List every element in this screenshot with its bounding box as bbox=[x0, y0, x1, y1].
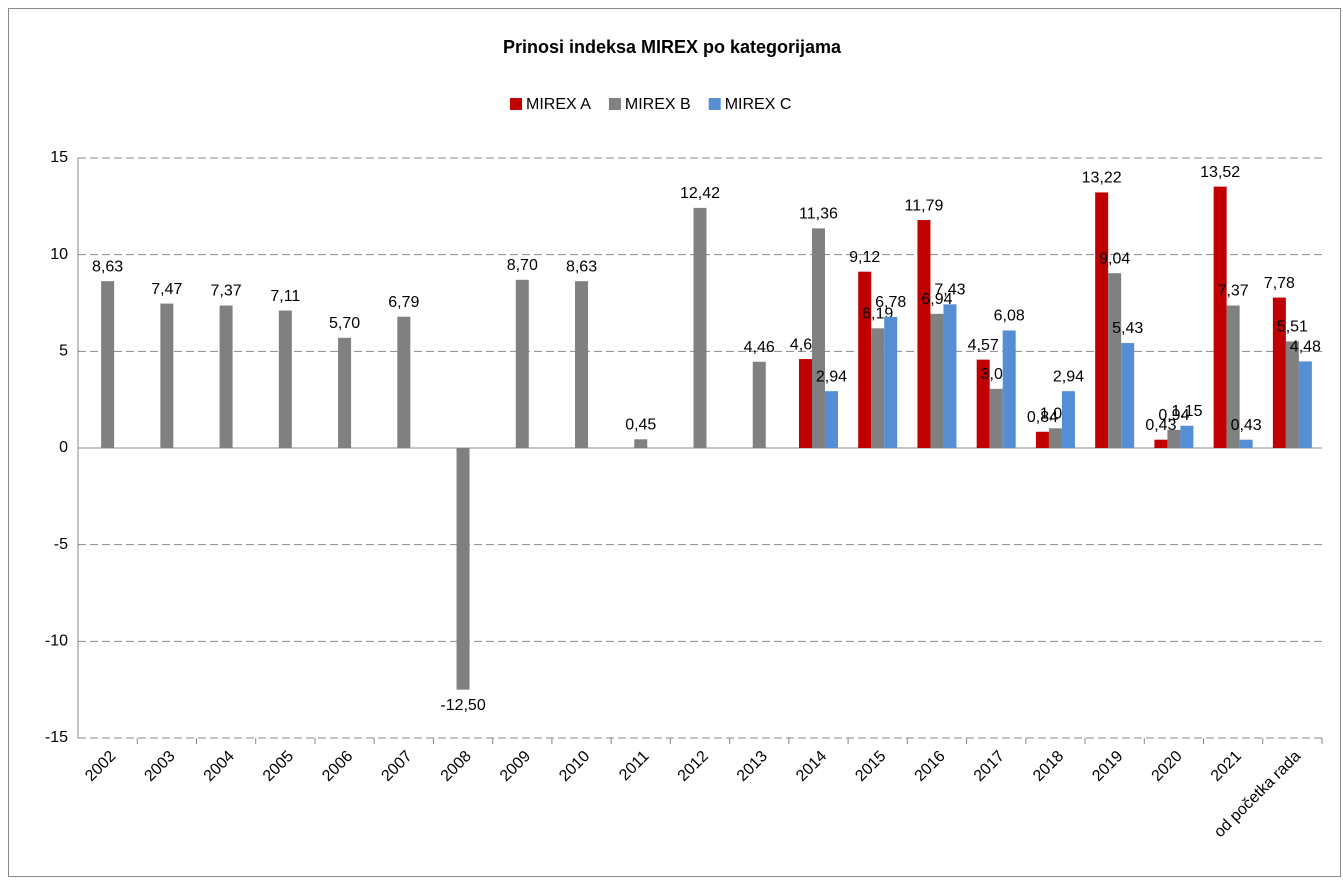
bar bbox=[811, 228, 825, 448]
bar bbox=[278, 310, 292, 448]
data-label: 8,63 bbox=[92, 258, 123, 275]
data-label: 0,43 bbox=[1145, 417, 1176, 434]
bar bbox=[917, 220, 931, 448]
data-label: 7,43 bbox=[934, 282, 965, 299]
bar bbox=[1048, 428, 1062, 448]
data-label: 7,11 bbox=[270, 288, 300, 305]
data-label: 6,08 bbox=[994, 308, 1025, 325]
bar bbox=[1239, 439, 1253, 448]
data-label: 6,79 bbox=[388, 294, 419, 311]
bar bbox=[397, 316, 411, 448]
data-label: 2,94 bbox=[1053, 368, 1084, 385]
data-label: 7,78 bbox=[1264, 275, 1295, 292]
bar bbox=[1002, 330, 1016, 448]
bar bbox=[1272, 297, 1286, 448]
data-label: 4,46 bbox=[744, 339, 775, 356]
data-label: 7,47 bbox=[151, 281, 182, 298]
bar bbox=[824, 391, 838, 448]
bar bbox=[1167, 429, 1181, 448]
data-label: 0,43 bbox=[1231, 417, 1262, 434]
bar bbox=[575, 281, 589, 448]
bar bbox=[1121, 343, 1135, 448]
bar bbox=[1180, 425, 1194, 448]
legend-swatch bbox=[510, 98, 522, 110]
data-label: 0,84 bbox=[1027, 409, 1058, 426]
data-label: 6,78 bbox=[875, 294, 906, 311]
data-label: 9,04 bbox=[1099, 250, 1130, 267]
bar bbox=[884, 316, 898, 448]
bar bbox=[1154, 439, 1168, 448]
data-label: 2,94 bbox=[816, 368, 847, 385]
bar bbox=[871, 328, 885, 448]
data-label: 4,48 bbox=[1290, 339, 1321, 356]
bar bbox=[1108, 273, 1122, 448]
data-label: 13,52 bbox=[1200, 164, 1240, 181]
data-label: 0,45 bbox=[625, 417, 656, 434]
bar bbox=[1035, 431, 1049, 448]
data-label: 9,12 bbox=[849, 249, 880, 266]
data-label: 1,15 bbox=[1171, 403, 1202, 420]
bar bbox=[1095, 192, 1109, 448]
data-label: 11,79 bbox=[905, 197, 944, 214]
data-label: 8,63 bbox=[566, 258, 597, 275]
data-label: 5,51 bbox=[1277, 319, 1308, 336]
bar bbox=[219, 305, 233, 448]
bar bbox=[101, 281, 115, 448]
data-label: 4,57 bbox=[968, 337, 999, 354]
data-label: 7,37 bbox=[1218, 283, 1249, 300]
y-tick-label: -5 bbox=[54, 536, 68, 553]
y-tick-label: 15 bbox=[50, 149, 68, 166]
bar bbox=[752, 361, 766, 448]
legend-swatch bbox=[608, 98, 621, 110]
bar bbox=[634, 439, 648, 448]
bar bbox=[930, 313, 944, 448]
y-tick-label: -15 bbox=[45, 729, 68, 746]
bar bbox=[693, 207, 707, 448]
data-label: 6,94 bbox=[921, 291, 952, 308]
y-tick-label: 5 bbox=[59, 343, 68, 360]
legend-label: MIREX A bbox=[526, 96, 591, 113]
bar bbox=[943, 304, 957, 448]
bar bbox=[1226, 305, 1240, 448]
bar bbox=[989, 388, 1003, 448]
chart-border bbox=[8, 8, 1341, 877]
bar bbox=[515, 279, 529, 448]
bar bbox=[456, 448, 470, 690]
data-label: 7,37 bbox=[211, 283, 242, 300]
bar bbox=[858, 271, 872, 448]
bar bbox=[1213, 186, 1227, 448]
legend-label: MIREX C bbox=[725, 96, 792, 113]
chart-title: Prinosi indeksa MIREX po kategorijama bbox=[503, 37, 842, 57]
data-label: 5,43 bbox=[1112, 320, 1143, 337]
data-label: -12,50 bbox=[440, 697, 485, 714]
bar bbox=[1298, 361, 1312, 448]
data-label: 12,42 bbox=[680, 185, 720, 202]
data-label: 5,70 bbox=[329, 315, 360, 332]
bar bbox=[798, 359, 812, 448]
bar bbox=[1061, 391, 1075, 448]
bar bbox=[160, 303, 174, 448]
data-label: 13,22 bbox=[1082, 170, 1122, 187]
data-label: 11,36 bbox=[799, 206, 838, 223]
data-label: 8,70 bbox=[507, 257, 538, 274]
bar bbox=[1285, 341, 1299, 448]
legend-swatch bbox=[708, 98, 721, 110]
y-tick-label: -10 bbox=[45, 633, 68, 650]
legend-label: MIREX B bbox=[625, 96, 691, 113]
y-tick-label: 10 bbox=[50, 246, 68, 263]
bar bbox=[976, 359, 990, 448]
data-label: 0,94 bbox=[1158, 407, 1189, 424]
y-tick-label: 0 bbox=[59, 439, 68, 456]
bar bbox=[338, 337, 352, 448]
